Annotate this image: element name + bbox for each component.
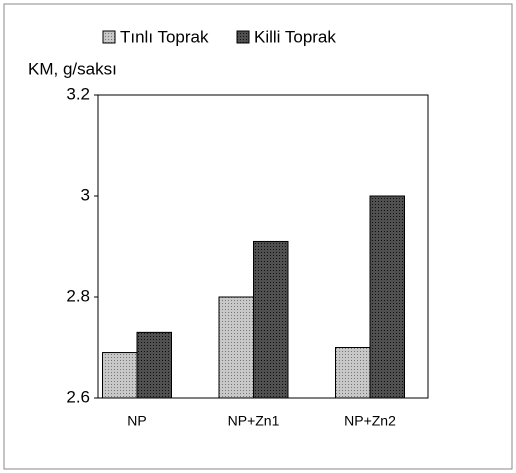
y-tick-label: 3.2: [66, 84, 90, 103]
y-axis-label: KM, g/saksı: [28, 59, 117, 78]
bar: [218, 296, 254, 399]
x-tick-label: NP+Zn1: [228, 413, 280, 429]
y-tick-label: 3: [81, 185, 90, 204]
legend-label: Killi Toprak: [254, 27, 336, 46]
legend-swatch: [236, 30, 250, 44]
x-tick-label: NP: [127, 413, 146, 429]
bar: [102, 352, 138, 399]
bar: [369, 195, 405, 399]
y-tick-label: 2.6: [66, 387, 90, 406]
bar: [335, 347, 371, 399]
y-tick-label: 2.8: [66, 286, 90, 305]
x-tick-label: NP+Zn2: [344, 413, 396, 429]
bar: [136, 331, 172, 399]
legend-label: Tınlı Toprak: [120, 27, 209, 46]
bar: [253, 240, 289, 399]
legend-swatch: [102, 30, 116, 44]
